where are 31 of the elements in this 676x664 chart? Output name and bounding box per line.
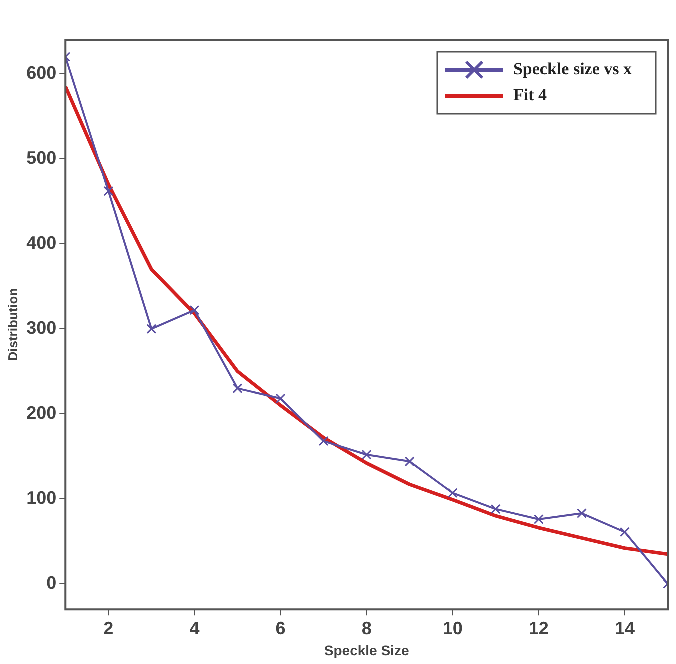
x-tick-label: 6 xyxy=(276,618,286,638)
point xyxy=(448,488,458,498)
y-tick-label: 400 xyxy=(26,233,57,254)
point xyxy=(362,450,372,460)
x-tick-label: 4 xyxy=(190,618,200,638)
y-tick-label: 0 xyxy=(46,573,57,594)
x-tick-label: 14 xyxy=(614,618,635,638)
x-tick-label: 12 xyxy=(528,618,549,638)
y-tick-label: 300 xyxy=(26,318,57,338)
legend-label: Fit 4 xyxy=(513,85,548,104)
point xyxy=(190,305,200,316)
point xyxy=(576,508,587,519)
point xyxy=(276,394,286,404)
y-tick-label: 200 xyxy=(26,403,57,424)
y-tick-label: 100 xyxy=(26,488,57,508)
point xyxy=(404,456,415,467)
x-axis-title: Speckle Size xyxy=(324,642,410,658)
point xyxy=(620,527,630,538)
point xyxy=(534,514,544,524)
point xyxy=(318,436,329,446)
x-tick-label: 2 xyxy=(104,618,114,638)
point xyxy=(104,186,114,196)
x-tick-label: 10 xyxy=(442,618,463,638)
point xyxy=(232,384,243,394)
y-tick-label: 500 xyxy=(26,148,57,168)
y-axis-title: Distribution xyxy=(5,288,20,362)
point xyxy=(490,504,501,514)
legend-label: Speckle size vs x xyxy=(513,59,632,78)
x-tick-label: 8 xyxy=(362,618,372,638)
point xyxy=(146,324,157,334)
y-tick-label: 600 xyxy=(26,62,57,83)
